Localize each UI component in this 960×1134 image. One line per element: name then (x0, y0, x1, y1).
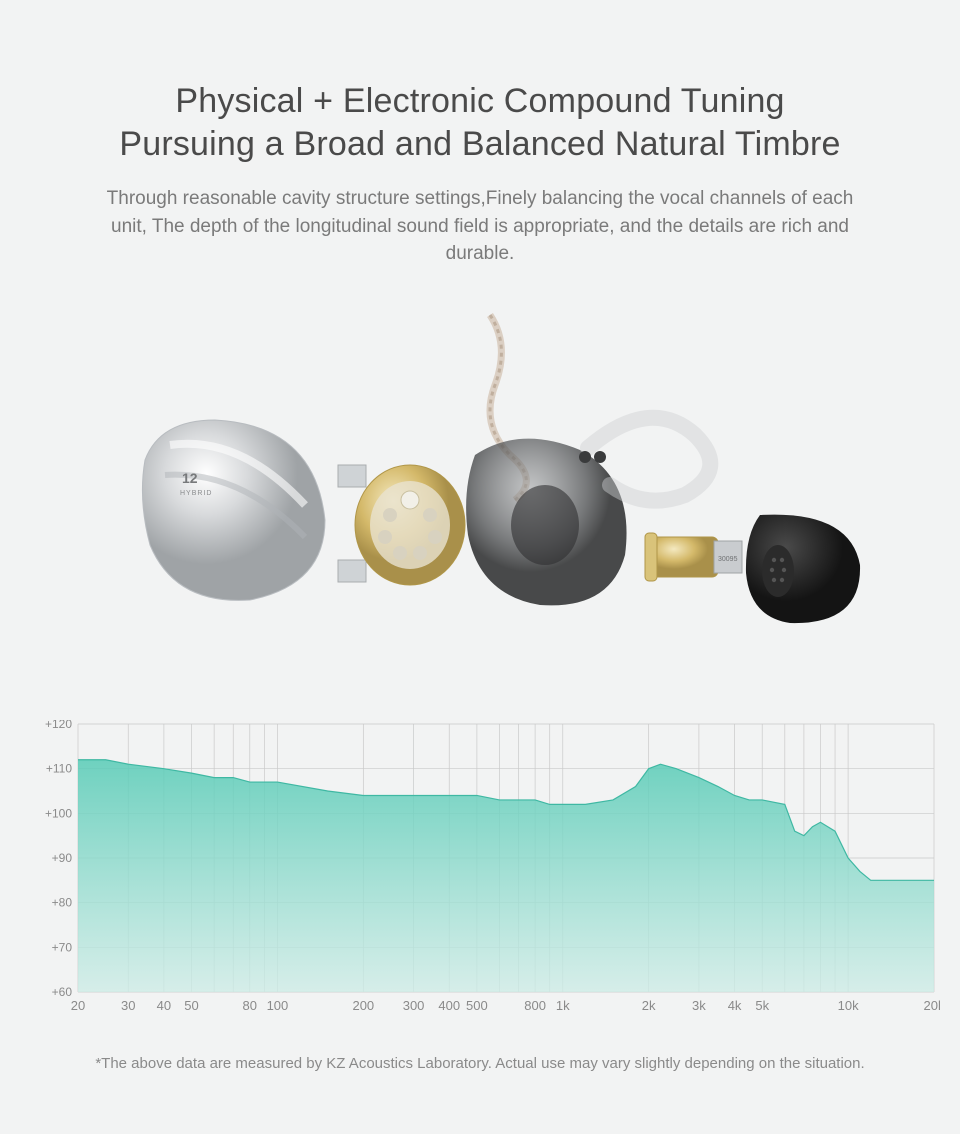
title-line-1: Physical + Electronic Compound Tuning (175, 82, 784, 120)
svg-text:1k: 1k (556, 998, 570, 1013)
svg-text:20k: 20k (924, 998, 940, 1013)
chart-svg: +60 +70 +80 +90 +100 +110 +120 20 30 40 50 80 100 200… (40, 720, 940, 1020)
svg-text:2k: 2k (642, 998, 656, 1013)
page-title: Physical + Electronic Compound Tuning Pu… (60, 80, 900, 165)
svg-text:+120: +120 (45, 720, 72, 731)
svg-text:HYBRID: HYBRID (180, 490, 212, 497)
svg-text:10k: 10k (838, 998, 859, 1013)
product-exploded-view: 12 HYBRID (90, 305, 870, 705)
eartip (746, 515, 860, 623)
svg-text:20: 20 (71, 998, 85, 1013)
svg-text:3k: 3k (692, 998, 706, 1013)
svg-text:+70: +70 (52, 940, 73, 954)
svg-text:40: 40 (157, 998, 171, 1013)
page-subtitle: Through reasonable cavity structure sett… (60, 185, 900, 268)
svg-text:+80: +80 (52, 896, 73, 910)
svg-text:5k: 5k (755, 998, 769, 1013)
product-render-area: 12 HYBRID (0, 260, 960, 750)
svg-text:50: 50 (184, 998, 198, 1013)
svg-text:80: 80 (243, 998, 257, 1013)
chart-footnote: *The above data are measured by KZ Acous… (60, 1055, 900, 1072)
driver-disc (355, 465, 465, 585)
svg-text:+90: +90 (52, 851, 73, 865)
svg-text:30095: 30095 (718, 556, 738, 563)
product-svg-placeholder: 12 HYBRID (90, 305, 870, 705)
title-line-2: Pursuing a Broad and Balanced Natural Ti… (119, 125, 840, 163)
svg-text:12: 12 (182, 470, 198, 486)
svg-text:100: 100 (267, 998, 289, 1013)
svg-text:500: 500 (466, 998, 488, 1013)
svg-text:200: 200 (352, 998, 374, 1013)
svg-text:4k: 4k (728, 998, 742, 1013)
svg-text:30: 30 (121, 998, 135, 1013)
header-block: Physical + Electronic Compound Tuning Pu… (0, 0, 960, 268)
svg-text:400: 400 (438, 998, 460, 1013)
svg-text:800: 800 (524, 998, 546, 1013)
svg-text:300: 300 (403, 998, 425, 1013)
shell-faceplate: 12 HYBRID (142, 420, 325, 600)
nozzle: 30095 (645, 533, 742, 581)
frequency-response-chart: +60 +70 +80 +90 +100 +110 +120 20 30 40 50 80 100 200… (40, 720, 940, 1020)
svg-text:+110: +110 (46, 762, 72, 776)
svg-text:+100: +100 (45, 806, 72, 820)
svg-text:+60: +60 (52, 985, 73, 999)
